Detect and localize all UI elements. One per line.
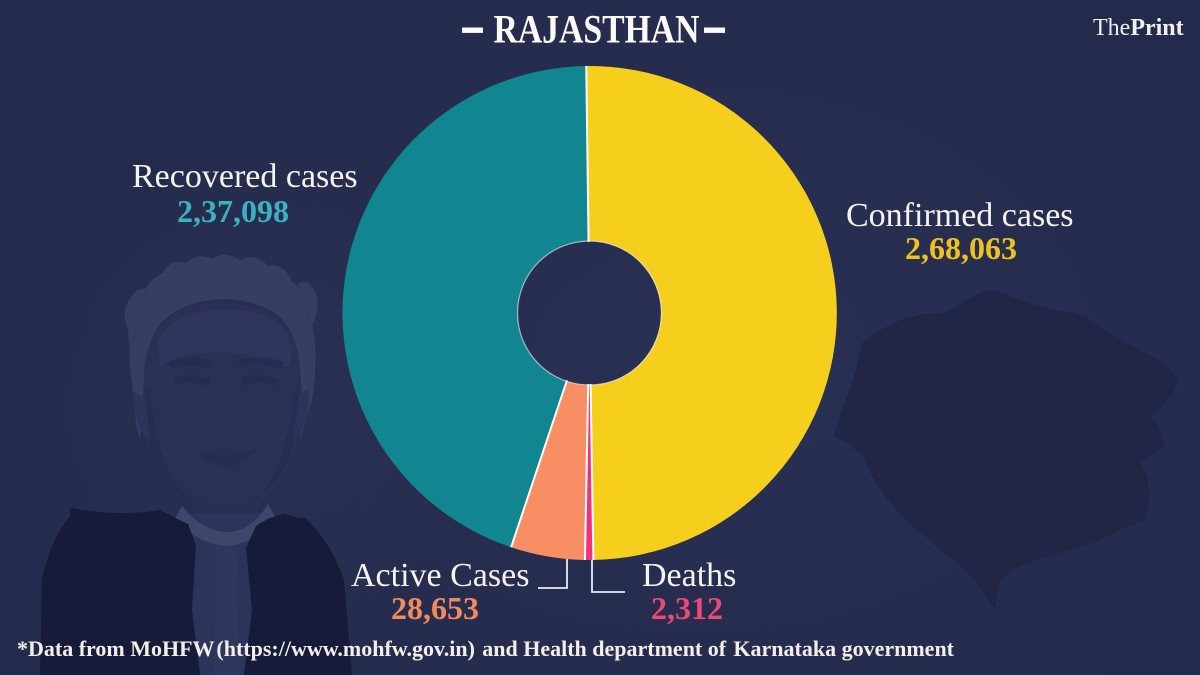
svg-text:RAJASTHAN: RAJASTHAN bbox=[494, 7, 700, 52]
